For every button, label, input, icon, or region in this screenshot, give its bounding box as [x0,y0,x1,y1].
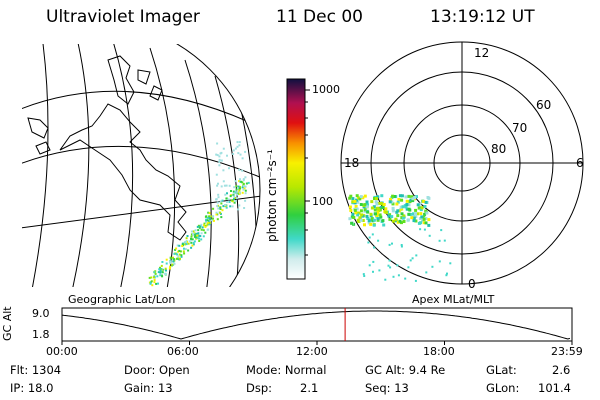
glon-label: GLon: [486,381,520,395]
mlat-label-80: 80 [491,142,507,156]
seq-value: Seq: 13 [365,381,409,395]
altitude-curve [61,310,571,340]
altitude-ytick-9: 9.0 [32,307,50,320]
altitude-xtick-0600: 06:00 [167,345,199,358]
instrument-title: Ultraviolet Imager [46,7,200,27]
colorbar-tick-1000: 1000 [312,83,340,96]
mlt-label-18: 18 [344,156,360,170]
mlt-label-12: 12 [474,46,490,60]
glat-value: 2.6 [552,363,571,377]
gc-altitude: GC Alt: 9.4 Re [365,363,446,377]
date-label: 11 Dec 00 [276,7,363,27]
colorbar-gradient [286,78,306,280]
altitude-ylabel: GC Alt [1,306,14,341]
mlat-label-60: 60 [536,98,552,112]
altitude-xtick-1200: 12:00 [296,345,328,358]
mlt-label-6: 6 [576,156,584,170]
altitude-xtick-0000: 00:00 [46,345,78,358]
door-status: Door: Open [124,363,190,377]
flight-number: Flt: 1304 [10,363,62,377]
gain-value: Gain: 13 [124,381,173,395]
altitude-plot-frame [61,307,573,342]
dsp-value: 2.1 [300,381,319,395]
glat-label: GLat: [486,363,517,377]
altitude-xtick-2359: 23:59 [551,345,583,358]
mode-status: Mode: Normal [246,363,327,377]
dsp-label: Dsp: [246,381,273,395]
altitude-ytick-1-8: 1.8 [32,328,50,341]
polar-caption: Apex MLat/MLT [412,293,495,306]
mlt-label-0: 0 [468,277,476,291]
colorbar-tick-100: 100 [312,195,333,208]
mlat-label-70: 70 [512,121,528,135]
geo-caption: Geographic Lat/Lon [68,293,176,306]
time-label: 13:19:12 UT [430,7,535,27]
altitude-xtick-1800: 18:00 [423,345,455,358]
glon-value: 101.4 [538,381,571,395]
ip-value: IP: 18.0 [10,381,54,395]
globe-limb [176,44,261,287]
